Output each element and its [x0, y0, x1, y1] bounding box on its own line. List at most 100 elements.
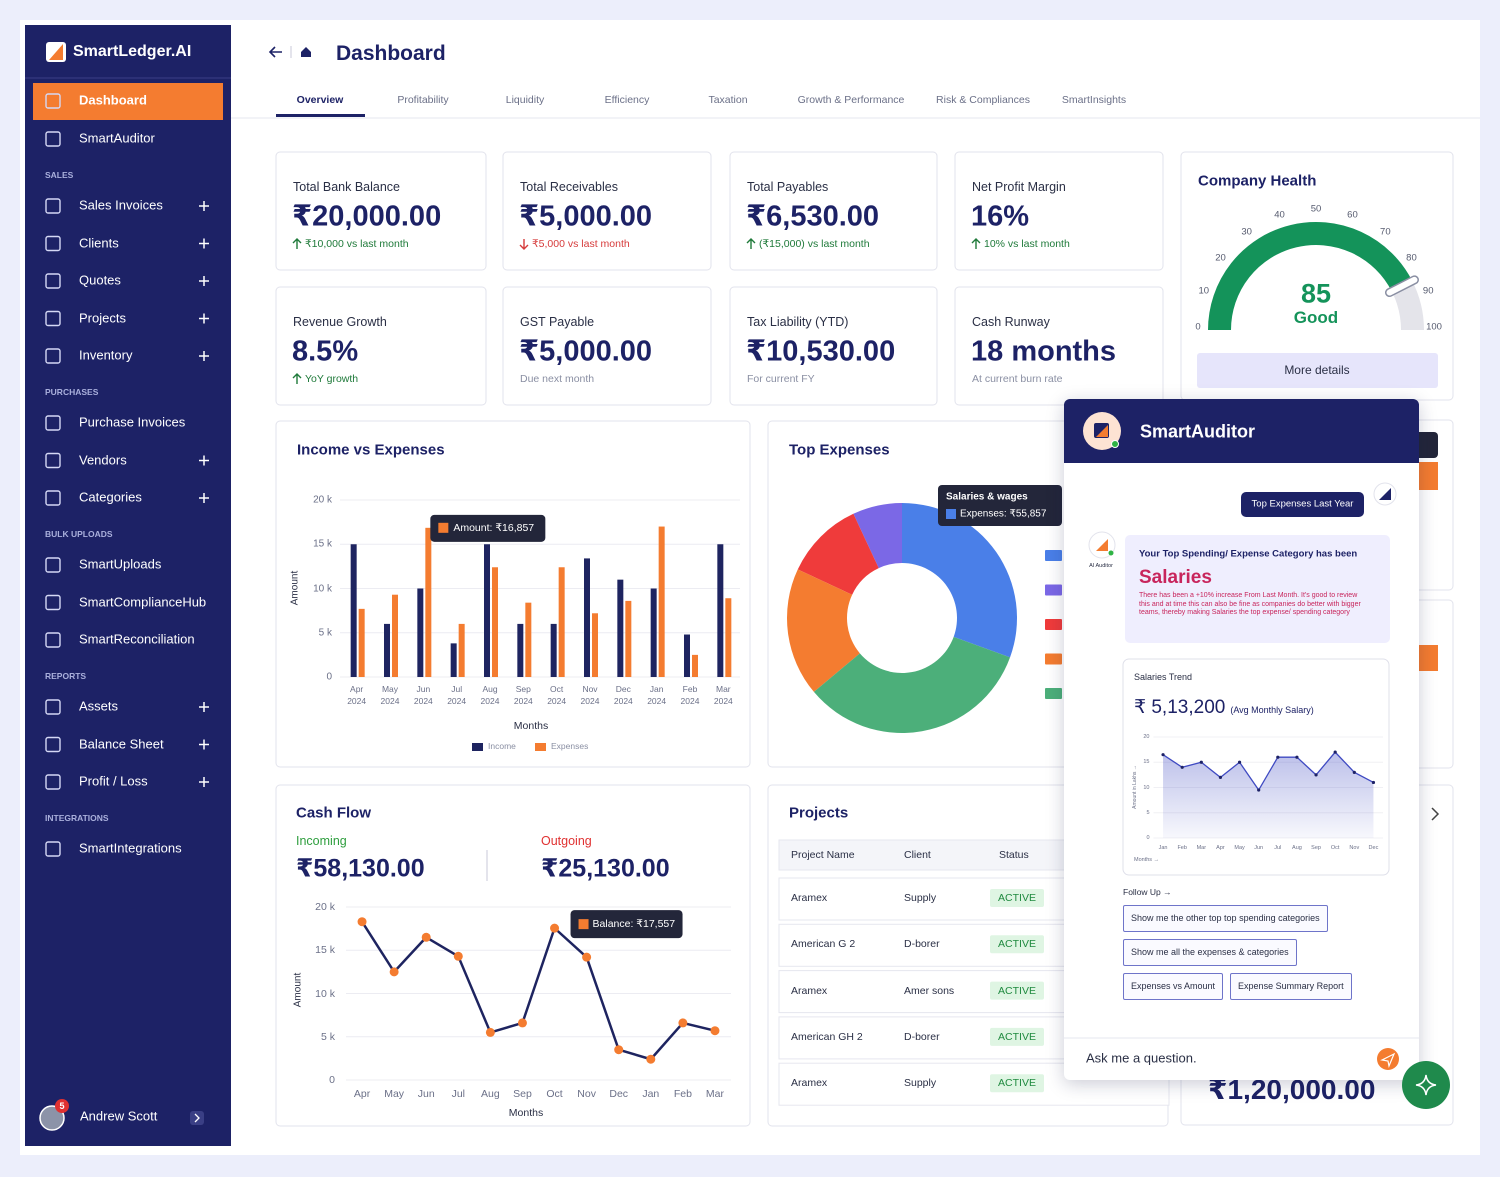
assistant-fab[interactable] [1400, 1059, 1452, 1111]
nav-icon [45, 131, 61, 147]
gauge-tick-label: 80 [1406, 252, 1417, 264]
panel-header [1064, 399, 1419, 463]
suggestion-list: Show me the other top top spending categ… [1123, 905, 1383, 1000]
assistant-logo-mark [1096, 425, 1108, 437]
tab[interactable]: Profitability [397, 93, 449, 106]
tab[interactable]: SmartInsights [1061, 93, 1127, 106]
card [275, 420, 751, 768]
nav-item[interactable]: SmartAuditor [79, 130, 155, 146]
nav-item[interactable]: Categories [79, 489, 142, 505]
suggestion-chip[interactable]: Expense Summary Report [1230, 973, 1352, 1000]
kpi-note: 10% vs last month [984, 237, 1070, 250]
tab[interactable]: Risk & Compliances [936, 93, 1030, 106]
y-tick-label: 0 [326, 671, 332, 683]
nav-item[interactable]: Clients [79, 235, 119, 251]
card [275, 286, 487, 406]
tooltip-swatch [438, 522, 449, 533]
nav-item[interactable]: Dashboard [79, 92, 147, 108]
card-title: Cash Flow [296, 804, 372, 822]
bar [392, 594, 398, 677]
status-badge [990, 1074, 1044, 1093]
y-tick-label: 10 k [315, 987, 335, 1000]
kpi-note: YoY growth [305, 372, 359, 385]
nav-item[interactable]: Inventory [79, 347, 133, 363]
user-menu-chevron [194, 1113, 200, 1123]
table-cell: D-borer [904, 938, 940, 951]
kpi-title: Total Bank Balance [293, 179, 401, 194]
gauge-tick-label: 90 [1422, 285, 1434, 297]
x-tick-label: May [1234, 844, 1245, 851]
legend-label: Income [488, 741, 516, 752]
trend-arrow [292, 373, 302, 384]
suggestion-chip[interactable]: Expenses vs Amount [1123, 973, 1224, 1000]
tab[interactable]: Growth & Performance [797, 93, 905, 106]
x-axis-label: Months [508, 1106, 544, 1119]
bar [650, 588, 657, 677]
nav-item[interactable]: Purchase Invoices [79, 414, 186, 430]
x-tick-label: Jun 2024 [413, 684, 433, 706]
legend-swatch [1045, 619, 1062, 630]
nav-icon [45, 557, 61, 573]
question-input[interactable]: Ask me a question. [1086, 1050, 1197, 1066]
card [502, 151, 712, 271]
x-tick-label: Apr [353, 1087, 371, 1100]
suggestion-chip[interactable]: Show me all the expenses & categories [1123, 939, 1297, 966]
nav-item[interactable]: SmartUploads [79, 556, 162, 572]
x-tick-label: Dec 2024 [613, 684, 633, 706]
line-marker [550, 923, 560, 933]
bar [358, 608, 365, 677]
nav-icon [45, 273, 61, 289]
nav-item[interactable]: SmartComplianceHub [79, 594, 207, 610]
suggestion-chip[interactable]: Show me the other top top spending categ… [1123, 905, 1328, 932]
table-cell: American G 2 [791, 938, 856, 951]
nav-item[interactable]: Balance Sheet [79, 736, 164, 752]
user-avatar [39, 1105, 65, 1131]
trend-title: Salaries Trend [1134, 671, 1193, 682]
nav-item[interactable]: SmartReconciliation [79, 631, 195, 647]
send-icon [1380, 1052, 1396, 1069]
nav-icon [45, 490, 61, 506]
x-tick-label: Aug [1292, 844, 1302, 851]
line-marker [1257, 788, 1261, 792]
gauge-handle [1386, 276, 1418, 296]
nav-item[interactable]: Profit / Loss [79, 773, 148, 789]
tab[interactable]: Taxation [708, 93, 748, 106]
nav-item[interactable]: SmartIntegrations [79, 840, 182, 856]
line-marker [582, 952, 592, 962]
tab[interactable]: Efficiency [604, 93, 650, 106]
x-tick-label: Aug [481, 1087, 500, 1100]
nav-item[interactable]: Quotes [79, 272, 121, 288]
nav-item[interactable]: Assets [79, 698, 119, 714]
nav-section-title: INTEGRATIONS [45, 813, 109, 824]
card [275, 151, 487, 271]
nav-item[interactable]: Sales Invoices [79, 197, 163, 213]
status-label: ACTIVE [998, 1077, 1036, 1090]
line-marker [1237, 760, 1242, 764]
more-details-label[interactable]: More details [1284, 363, 1350, 378]
line-marker [1276, 755, 1280, 759]
nav-icon [45, 235, 61, 252]
outgoing-value: ₹25,130.00 [541, 854, 670, 883]
x-tick-label: Mar [705, 1087, 724, 1100]
tab[interactable]: Liquidity [505, 93, 545, 106]
nav-item[interactable]: Vendors [79, 452, 127, 468]
send-button [1377, 1048, 1399, 1070]
background-bar [1415, 645, 1438, 671]
y-tick-label: 20 k [315, 900, 335, 913]
x-tick-label: Jul [451, 1087, 465, 1100]
kpi-value: 16% [971, 200, 1030, 233]
nav-icon [45, 415, 61, 431]
tab[interactable]: Overview [296, 93, 344, 106]
trend-arrow [292, 238, 302, 249]
nav-item[interactable]: Projects [79, 310, 126, 326]
bar [525, 602, 532, 677]
table-cell: Aramex [791, 1077, 828, 1090]
kpi-note: ₹10,000 vs last month [305, 237, 409, 250]
y-tick-label: 10 k [313, 582, 332, 594]
panel-graphics [1064, 399, 1419, 1070]
gauge-tick-label: 10 [1198, 285, 1210, 297]
user-menu-button [190, 1111, 204, 1125]
line-marker [1314, 773, 1318, 777]
user-message: Top Expenses Last Year [1251, 498, 1354, 510]
